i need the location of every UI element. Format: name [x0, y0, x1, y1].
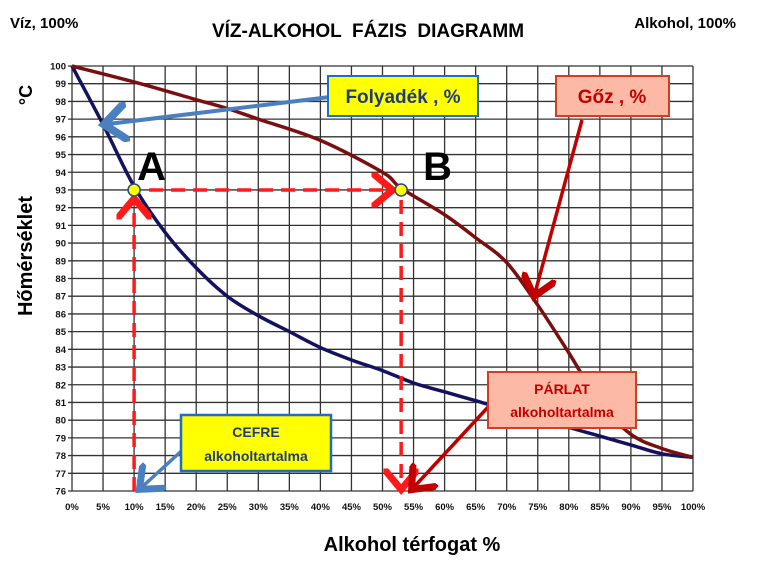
x-tick-label: 35%	[280, 502, 300, 513]
y-tick-label: 99	[55, 79, 66, 90]
vapor-label: Gőz , %	[578, 87, 647, 108]
y-tick-label: 90	[55, 239, 66, 250]
x-tick-label: 60%	[435, 502, 455, 513]
point-a-marker	[127, 183, 141, 197]
x-tick-label: 95%	[652, 502, 672, 513]
y-tick-label: 95	[55, 150, 66, 161]
corner-label-water: Víz, 100%	[10, 15, 78, 32]
y-tick-label: 93	[55, 185, 66, 196]
x-axis-label: Alkohol térfogat %	[324, 534, 501, 556]
y-tick-label: 97	[55, 115, 66, 126]
x-tick-label: 70%	[497, 502, 517, 513]
x-tick-label: 15%	[156, 502, 176, 513]
x-tick-label: 45%	[342, 502, 362, 513]
y-tick-label: 79	[55, 433, 66, 444]
liquid-arrow	[108, 95, 331, 124]
y-tick-label: 83	[55, 363, 66, 374]
y-tick-label: 81	[55, 398, 66, 409]
x-tick-label: 90%	[621, 502, 641, 513]
y-tick-label: 76	[55, 487, 66, 498]
y-axis-unit: °C	[16, 85, 36, 105]
parlat-label-2: alkoholtartalma	[510, 404, 614, 420]
x-tick-label: 55%	[404, 502, 424, 513]
vapor-label-box	[555, 75, 670, 117]
y-tick-label: 96	[55, 132, 66, 143]
x-tick-label: 85%	[590, 502, 610, 513]
y-axis-label: Hőmérséklet	[15, 196, 37, 316]
x-tick-label: 20%	[187, 502, 207, 513]
y-tick-label: 91	[55, 221, 66, 232]
cefre-label-1: CEFRE	[232, 424, 279, 440]
cefre-label-box	[179, 413, 333, 473]
chart-title: VÍZ-ALKOHOL FÁZIS DIAGRAMM	[212, 20, 524, 42]
point-a-label: A	[137, 145, 166, 189]
parlat-label-box	[487, 371, 637, 429]
x-tick-label: 80%	[559, 502, 579, 513]
y-tick-label: 100	[50, 62, 66, 73]
y-tick-label: 98	[55, 97, 66, 108]
point-b-marker	[394, 183, 408, 197]
y-tick-label: 86	[55, 309, 66, 320]
y-tick-label: 82	[55, 380, 66, 391]
y-tick-label: 85	[55, 327, 66, 338]
liquid-label: Folyadék , %	[345, 87, 460, 108]
liquid-curve	[70, 65, 694, 460]
x-tick-label: 40%	[311, 502, 331, 513]
x-tick-label: 0%	[65, 502, 79, 513]
x-tick-label: 50%	[373, 502, 393, 513]
point-b-label: B	[423, 145, 452, 189]
parlat-label-1: PÁRLAT	[534, 381, 590, 397]
y-tick-label: 78	[55, 451, 66, 462]
x-tick-label: 5%	[96, 502, 110, 513]
cefre-label-2: alkoholtartalma	[204, 448, 308, 464]
x-tick-label: 25%	[218, 502, 238, 513]
y-tick-label: 94	[55, 168, 66, 179]
vapor-arrow	[535, 119, 584, 293]
x-tick-label: 30%	[249, 502, 269, 513]
parlat-arrow	[414, 403, 492, 487]
liquid-label-box	[327, 75, 479, 117]
x-tick-label: 75%	[528, 502, 548, 513]
y-tick-label: 87	[55, 292, 66, 303]
y-tick-label: 80	[55, 416, 66, 427]
x-tick-label: 10%	[125, 502, 145, 513]
x-tick-label: 65%	[466, 502, 486, 513]
y-tick-label: 84	[55, 345, 66, 356]
x-tick-label: 100%	[681, 502, 706, 513]
y-tick-label: 92	[55, 203, 66, 214]
y-tick-label: 88	[55, 274, 66, 285]
corner-label-alcohol: Alkohol, 100%	[634, 15, 736, 32]
y-tick-label: 89	[55, 256, 66, 267]
y-tick-label: 77	[55, 469, 66, 480]
